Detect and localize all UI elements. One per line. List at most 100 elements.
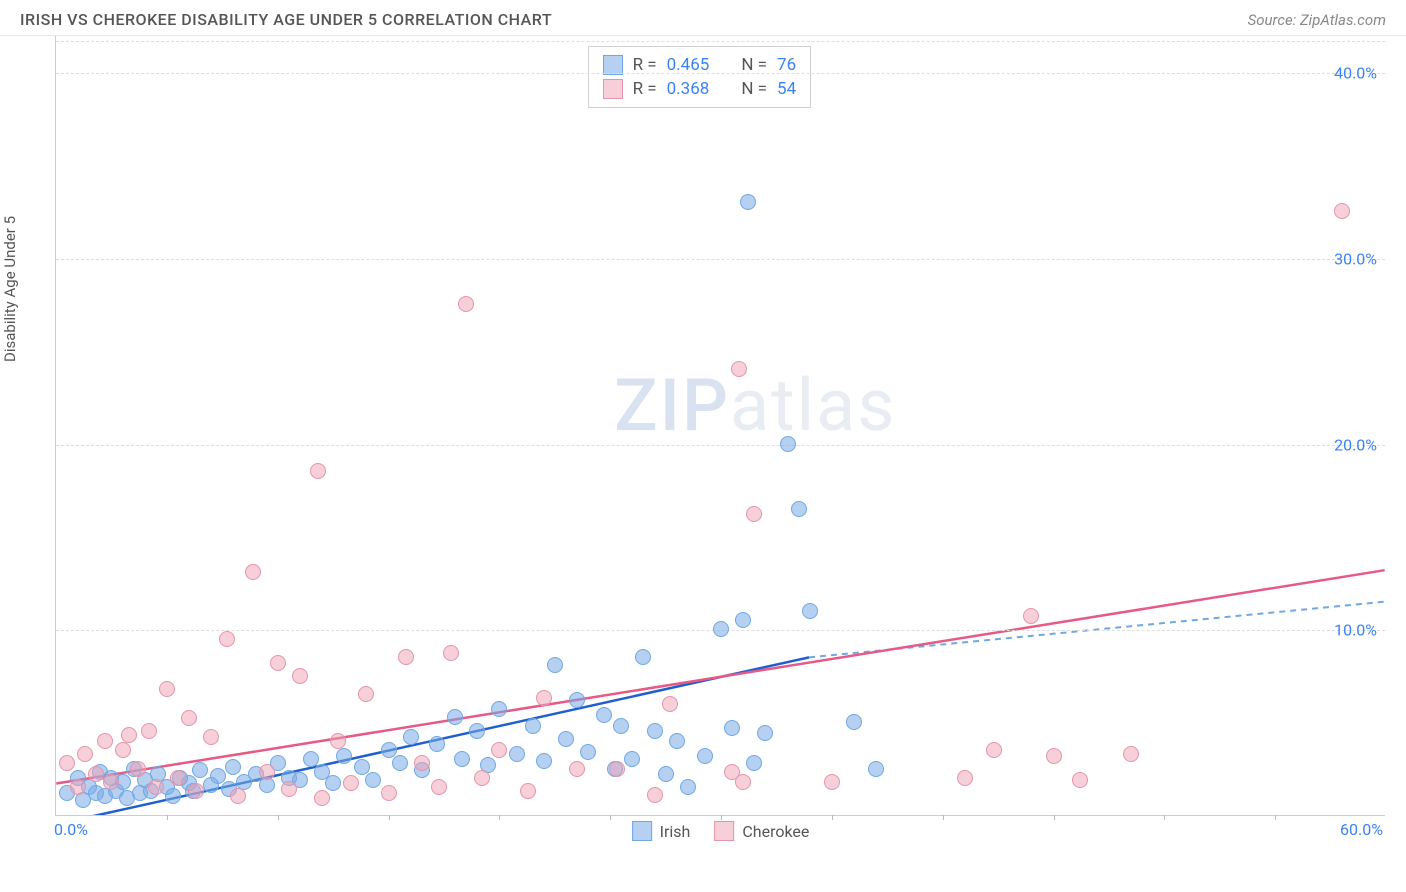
scatter-point xyxy=(735,774,751,790)
scatter-point xyxy=(957,770,973,786)
scatter-point xyxy=(846,714,862,730)
scatter-point xyxy=(325,775,341,791)
scatter-point xyxy=(270,655,286,671)
scatter-point xyxy=(403,729,419,745)
scatter-point xyxy=(697,748,713,764)
scatter-point xyxy=(115,742,131,758)
scatter-point xyxy=(365,772,381,788)
scatter-point xyxy=(188,783,204,799)
series-legend: Irish Cherokee xyxy=(632,821,810,841)
y-axis-label: Disability Age Under 5 xyxy=(1,216,19,362)
y-tick-label: 30.0% xyxy=(1334,249,1377,268)
scatter-point xyxy=(613,718,629,734)
scatter-point xyxy=(225,759,241,775)
x-tick-label: 60.0% xyxy=(1340,820,1383,839)
scatter-point xyxy=(336,748,352,764)
y-tick-label: 20.0% xyxy=(1334,435,1377,454)
scatter-point xyxy=(1123,746,1139,762)
legend-label: Irish xyxy=(660,822,691,841)
scatter-point xyxy=(658,766,674,782)
x-tick xyxy=(943,815,944,820)
scatter-point xyxy=(724,720,740,736)
scatter-point xyxy=(458,296,474,312)
x-tick xyxy=(389,815,390,820)
scatter-point xyxy=(547,657,563,673)
scatter-point xyxy=(59,755,75,771)
y-tick-label: 10.0% xyxy=(1334,621,1377,640)
scatter-point xyxy=(447,709,463,725)
scatter-point xyxy=(520,783,536,799)
scatter-point xyxy=(536,753,552,769)
x-tick xyxy=(167,815,168,820)
scatter-point xyxy=(203,729,219,745)
scatter-point xyxy=(159,681,175,697)
scatter-point xyxy=(281,781,297,797)
legend-swatch xyxy=(632,821,652,841)
scatter-point xyxy=(103,774,119,790)
scatter-point xyxy=(70,779,86,795)
scatter-point xyxy=(868,761,884,777)
stats-legend-row: R = 0.368 N = 54 xyxy=(603,77,797,101)
scatter-point xyxy=(192,762,208,778)
scatter-point xyxy=(731,361,747,377)
scatter-point xyxy=(245,564,261,580)
scatter-point xyxy=(469,723,485,739)
scatter-point xyxy=(474,770,490,786)
scatter-point xyxy=(343,775,359,791)
scatter-point xyxy=(802,603,818,619)
scatter-point xyxy=(1072,772,1088,788)
scatter-point xyxy=(314,790,330,806)
source-label: Source: ZipAtlas.com xyxy=(1248,11,1386,29)
series-legend-item: Irish xyxy=(632,821,691,841)
gridline xyxy=(56,41,1385,42)
scatter-point xyxy=(558,731,574,747)
scatter-point xyxy=(141,723,157,739)
scatter-point xyxy=(97,733,113,749)
scatter-point xyxy=(1334,203,1350,219)
scatter-point xyxy=(121,727,137,743)
scatter-point xyxy=(454,751,470,767)
scatter-point xyxy=(330,733,346,749)
scatter-point xyxy=(491,701,507,717)
legend-swatch xyxy=(714,821,734,841)
scatter-point xyxy=(1023,608,1039,624)
legend-label: Cherokee xyxy=(742,822,809,841)
y-tick-label: 40.0% xyxy=(1334,64,1377,83)
scatter-point xyxy=(824,774,840,790)
x-tick xyxy=(721,815,722,820)
watermark: ZIPatlas xyxy=(614,363,896,448)
x-tick xyxy=(1164,815,1165,820)
legend-n-label: N = xyxy=(741,79,767,99)
scatter-point xyxy=(680,779,696,795)
scatter-point xyxy=(398,649,414,665)
scatter-plot: ZIPatlas R = 0.465 N = 76 R = 0.368 N = … xyxy=(55,36,1385,816)
scatter-point xyxy=(310,463,326,479)
scatter-point xyxy=(791,501,807,517)
scatter-point xyxy=(230,788,246,804)
scatter-point xyxy=(624,751,640,767)
scatter-point xyxy=(170,770,186,786)
scatter-point xyxy=(259,764,275,780)
scatter-point xyxy=(414,755,430,771)
scatter-point xyxy=(358,686,374,702)
chart-title: IRISH VS CHEROKEE DISABILITY AGE UNDER 5… xyxy=(20,10,552,29)
x-tick xyxy=(278,815,279,820)
scatter-point xyxy=(1046,748,1062,764)
scatter-point xyxy=(181,710,197,726)
scatter-point xyxy=(148,779,164,795)
gridline xyxy=(56,445,1385,446)
legend-swatch xyxy=(603,55,623,75)
scatter-point xyxy=(536,690,552,706)
scatter-point xyxy=(443,645,459,661)
scatter-point xyxy=(713,621,729,637)
scatter-point xyxy=(746,506,762,522)
scatter-point xyxy=(431,779,447,795)
scatter-point xyxy=(580,744,596,760)
legend-r-value: 0.368 xyxy=(667,79,710,99)
legend-swatch xyxy=(603,79,623,99)
scatter-point xyxy=(88,766,104,782)
scatter-point xyxy=(669,733,685,749)
scatter-point xyxy=(381,785,397,801)
scatter-point xyxy=(130,761,146,777)
stats-legend: R = 0.465 N = 76 R = 0.368 N = 54 xyxy=(588,46,812,108)
